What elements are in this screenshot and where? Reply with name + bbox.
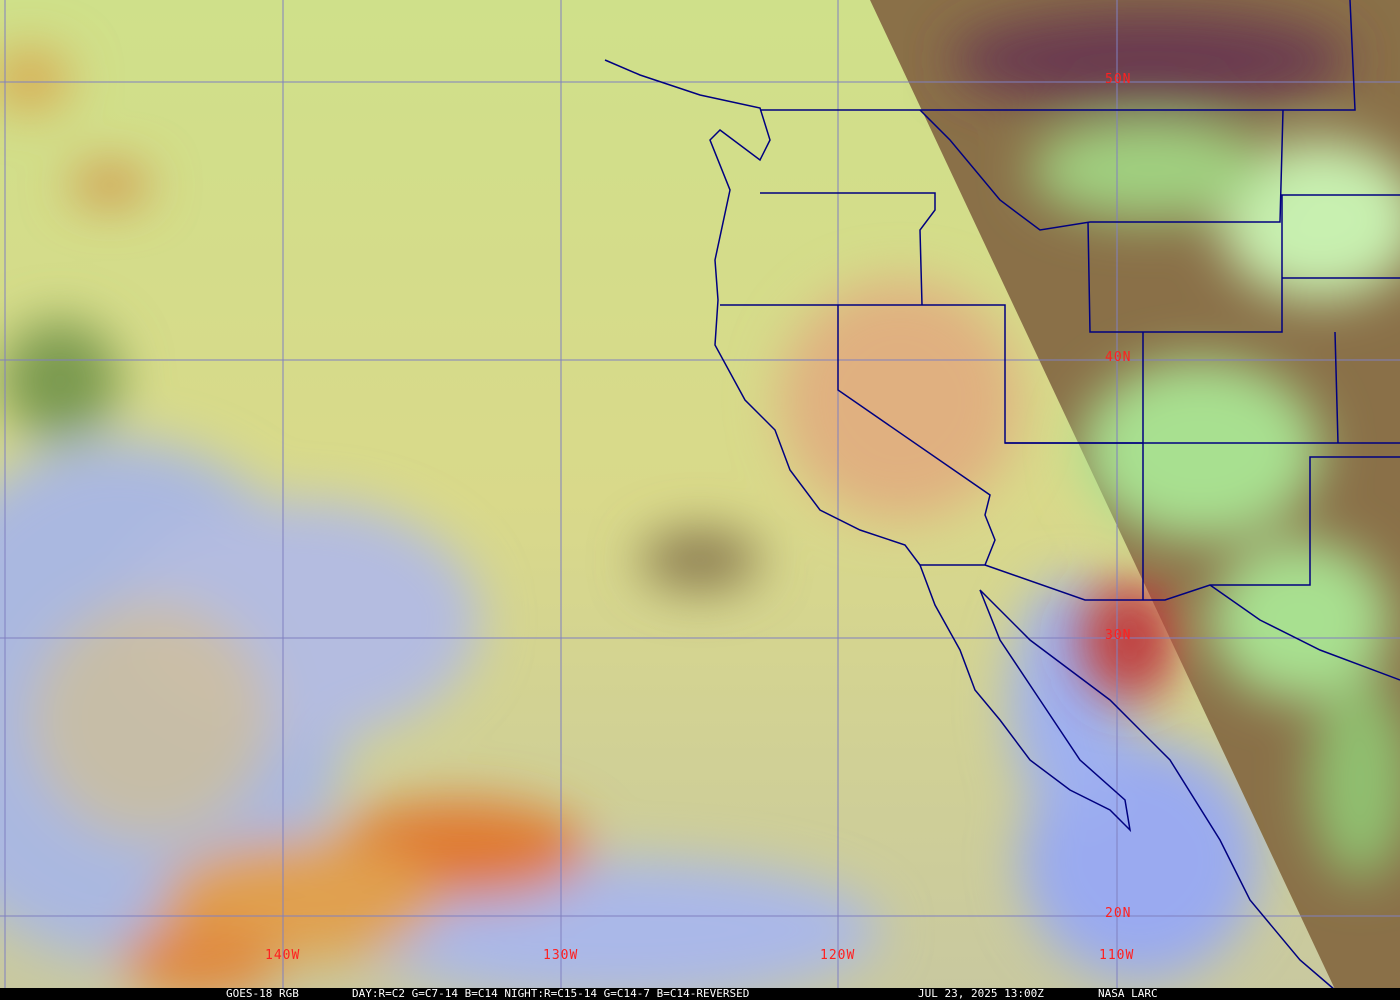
lat-label-50n: 50N (1105, 72, 1132, 87)
coastline-borders (604, 0, 1400, 991)
lon-label-140w: 140W (265, 948, 301, 963)
lat-label-20n: 20N (1105, 906, 1132, 921)
lat-label-30n: 30N (1105, 628, 1132, 643)
caption-bar: GOES-18 RGB DAY:R=C2 G=C7-14 B=C14 NIGHT… (0, 988, 1400, 1000)
lon-label-130w: 130W (543, 948, 579, 963)
caption-timestamp: JUL 23, 2025 13:00Z (918, 987, 1044, 1000)
lon-label-110w: 110W (1099, 948, 1135, 963)
caption-credit: NASA LARC (1098, 987, 1158, 1000)
night-clouds (950, 10, 1400, 880)
caption-product: GOES-18 RGB (226, 987, 299, 1000)
lon-label-120w: 120W (820, 948, 856, 963)
cloud-features (0, 50, 1260, 1000)
caption-recipe: DAY:R=C2 G=C7-14 B=C14 NIGHT:R=C15-14 G=… (352, 987, 750, 1000)
lat-label-40n: 40N (1105, 350, 1132, 365)
